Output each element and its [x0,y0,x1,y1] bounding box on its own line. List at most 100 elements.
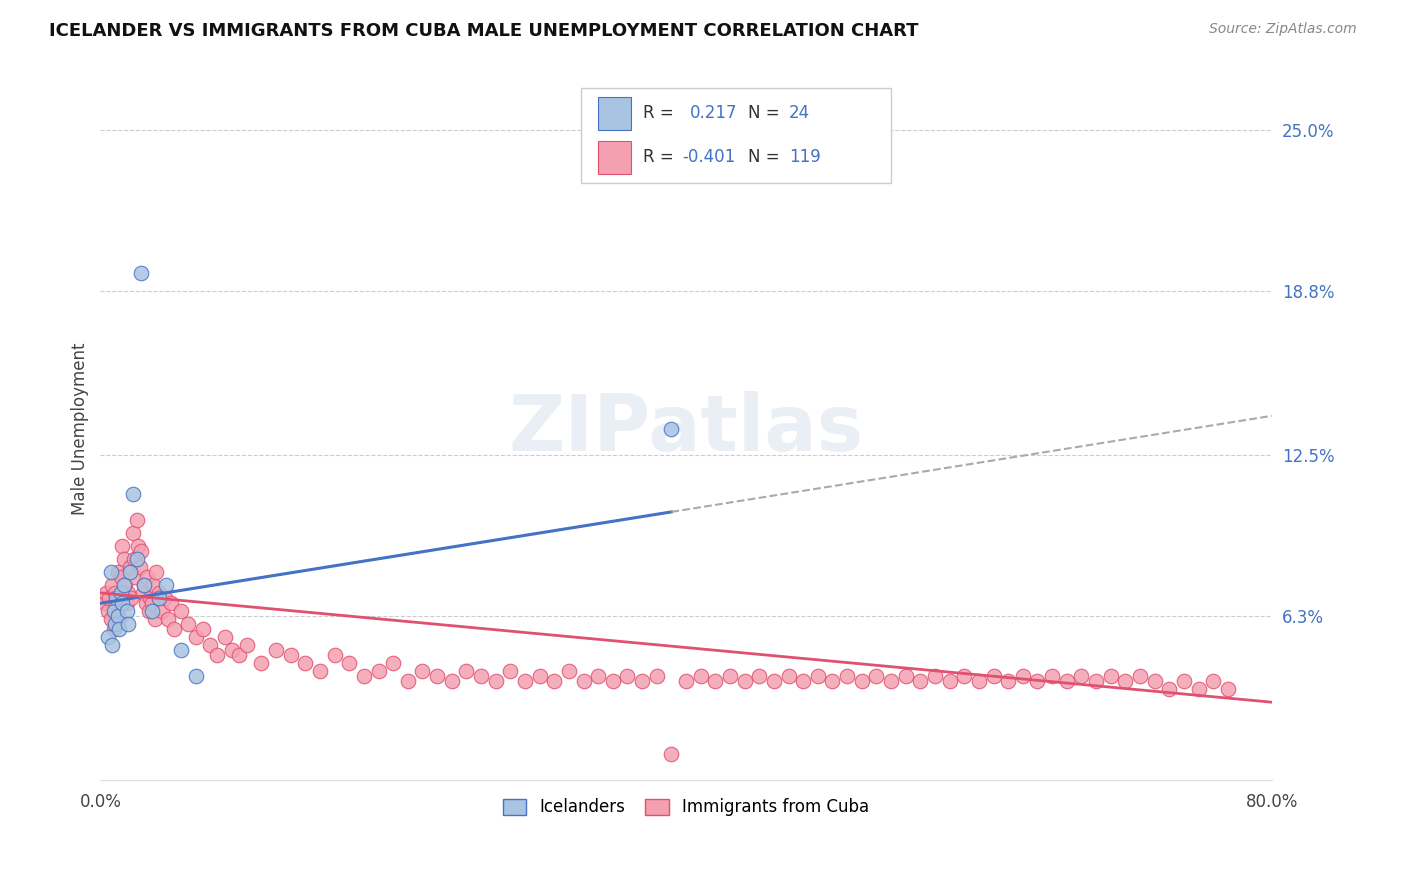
Point [704,674,727,689]
Point [128,559,150,574]
Point [456,664,478,678]
Point [104,586,127,600]
Point [134,578,156,592]
Text: ZIPatlas: ZIPatlas [509,391,863,467]
Point [115,596,138,610]
Point [121,526,143,541]
Point [1173,674,1195,689]
Point [807,669,830,683]
Point [382,656,405,670]
Point [983,669,1005,683]
Point [221,643,243,657]
Point [513,674,536,689]
Point [1187,682,1209,697]
Point [250,656,273,670]
Point [967,674,990,689]
Point [499,664,522,678]
Point [155,578,177,592]
Point [997,674,1019,689]
Point [323,648,346,663]
Point [121,487,143,501]
FancyBboxPatch shape [581,88,891,183]
Point [162,623,184,637]
Point [97,630,120,644]
Point [107,609,129,624]
Point [143,612,166,626]
Text: -0.401: -0.401 [682,148,735,167]
Point [148,591,170,605]
Point [131,544,153,558]
Point [1216,682,1239,697]
Point [125,552,148,566]
Point [675,674,697,689]
Point [485,674,508,689]
Text: R =: R = [643,148,679,167]
Point [117,586,139,600]
Point [529,669,551,683]
Point [125,513,148,527]
Point [440,674,463,689]
Point [117,617,139,632]
Point [938,674,960,689]
Point [177,617,200,632]
Point [1129,669,1152,683]
Point [880,674,903,689]
Point [98,591,121,605]
Point [108,623,131,637]
Point [353,669,375,683]
Point [138,604,160,618]
Point [111,539,134,553]
Point [170,643,193,657]
Point [1099,669,1122,683]
Point [1040,669,1063,683]
Point [131,266,153,280]
Point [367,664,389,678]
Point [689,669,711,683]
Point [136,570,159,584]
Point [153,591,176,605]
Point [337,656,360,670]
Text: 119: 119 [789,148,821,167]
Point [1085,674,1108,689]
Point [1159,682,1181,697]
Point [111,596,134,610]
Point [93,596,115,610]
Point [661,747,683,762]
Point [132,586,155,600]
Point [236,638,259,652]
Point [616,669,638,683]
Point [1202,674,1225,689]
Text: R =: R = [643,104,679,122]
Point [96,586,118,600]
Point [851,674,873,689]
Point [105,596,128,610]
Point [97,604,120,618]
Point [191,623,214,637]
Legend: Icelanders, Immigrants from Cuba: Icelanders, Immigrants from Cuba [495,790,877,825]
Text: N =: N = [748,104,785,122]
Point [115,604,138,618]
Point [953,669,976,683]
Point [631,674,654,689]
Point [159,596,181,610]
Point [207,648,229,663]
Point [148,586,170,600]
Point [1070,669,1092,683]
Point [104,617,127,632]
Point [150,604,173,618]
Point [170,604,193,618]
Point [294,656,316,670]
Point [103,623,125,637]
Point [1056,674,1078,689]
Point [264,643,287,657]
Point [139,591,162,605]
Point [1026,674,1049,689]
Point [762,674,785,689]
Point [198,638,221,652]
Point [141,604,163,618]
Point [602,674,624,689]
Point [156,612,179,626]
Point [141,596,163,610]
Point [470,669,492,683]
Point [214,630,236,644]
